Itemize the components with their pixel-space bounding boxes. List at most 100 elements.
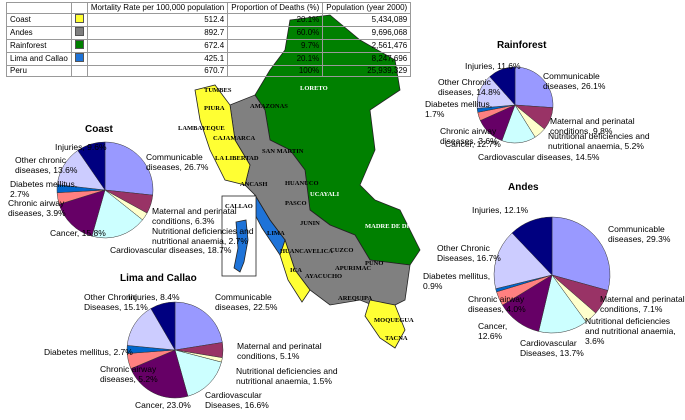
header-cell: Mortality Rate per 100,000 population bbox=[86, 2, 229, 14]
region-label: UCAYALI bbox=[310, 191, 340, 198]
pie-slice bbox=[174, 301, 223, 351]
region-label: PUNO bbox=[365, 260, 383, 267]
region-label: PASCO bbox=[285, 200, 307, 207]
table-cell: 100% bbox=[227, 65, 324, 77]
region-label: LA LIBERTAD bbox=[215, 155, 259, 162]
coast-south-region bbox=[364, 299, 406, 349]
slice-label: Injuries, 12.1% bbox=[472, 205, 529, 215]
summary-table: Mortality Rate per 100,000 population Pr… bbox=[6, 2, 412, 77]
slice-label: Diabetes mellitus, 2.7% bbox=[44, 347, 133, 357]
pie-title: Rainforest bbox=[497, 40, 547, 51]
header-cell: Proportion of Deaths (%) bbox=[227, 2, 324, 14]
header-cell bbox=[70, 2, 88, 14]
table-cell: Peru bbox=[6, 65, 72, 77]
table-cell: 9.7% bbox=[227, 39, 324, 53]
pie-title: Lima and Callao bbox=[120, 273, 197, 284]
region-label: ICA bbox=[290, 267, 302, 274]
region-label: LAMBAYEQUE bbox=[178, 125, 225, 132]
region-label: ANCASH bbox=[240, 181, 267, 188]
pie-slice bbox=[150, 301, 176, 351]
slice-label: Injuries, 9.6% bbox=[55, 142, 107, 152]
region-label: TUMBES bbox=[204, 87, 232, 94]
swatch-cell bbox=[70, 65, 88, 77]
slice-label: Injuries, 11.6% bbox=[465, 61, 521, 71]
slice-label: Nutritional deficiencies and nutritional… bbox=[152, 226, 254, 246]
pie-slice bbox=[493, 232, 553, 290]
slice-label: Cancer, 15.8% bbox=[50, 228, 106, 238]
pie-slice bbox=[489, 66, 516, 106]
region-label: LORETO bbox=[300, 85, 328, 92]
slice-label: Diabetes mellitus, 0.9% bbox=[423, 271, 491, 291]
header-cell bbox=[6, 2, 72, 14]
pie-slice bbox=[91, 189, 143, 239]
slice-label: Maternal and perinatal conditions, 9.8% bbox=[550, 116, 635, 136]
slice-label: Communicable diseases, 26.1% bbox=[543, 71, 606, 91]
table-cell: 9,696,068 bbox=[322, 26, 412, 40]
region-label: CALLAO bbox=[225, 203, 253, 210]
table-cell: 8,247,696 bbox=[322, 52, 412, 66]
region-label: AMAZONAS bbox=[250, 103, 288, 110]
pie-slice bbox=[104, 141, 154, 196]
table-cell: 25,939,329 bbox=[322, 65, 412, 77]
region-label: CAJAMARCA bbox=[213, 135, 256, 142]
swatch bbox=[74, 40, 84, 49]
region-label: AREQUIPA bbox=[338, 295, 372, 302]
region-label: TACNA bbox=[385, 335, 408, 342]
region-label: PIURA bbox=[204, 105, 225, 112]
slice-label: Other Chronic Diseases, 16.7% bbox=[437, 243, 501, 263]
pie-slice bbox=[511, 216, 553, 276]
table-cell: 892.7 bbox=[86, 26, 229, 40]
slice-label: Nutritional deficiencies and nutritional… bbox=[548, 131, 650, 151]
slice-label: Other chronic diseases, 13.6% bbox=[15, 155, 78, 175]
slice-label: Injuries, 8.4% bbox=[128, 292, 180, 302]
slice-label: Diabetes mellitus, 1.7% bbox=[425, 99, 493, 119]
pie-title: Coast bbox=[85, 124, 113, 135]
slice-label: Cardiovascular diseases, 14.5% bbox=[478, 152, 600, 162]
pie-slice bbox=[130, 349, 189, 399]
slice-label: Other Chronic Diseases, 15.1% bbox=[84, 292, 148, 312]
coast-north-region bbox=[194, 84, 251, 186]
table-cell: 5,434,089 bbox=[322, 13, 412, 27]
swatch-cell bbox=[70, 52, 88, 66]
slice-label: Chronic airway diseases, 4.0% bbox=[468, 294, 526, 314]
slice-label: Communicable diseases, 26.7% bbox=[146, 152, 209, 172]
region-label: AYACUCHO bbox=[305, 273, 342, 280]
slice-label: Cancer, 12.7% bbox=[445, 139, 501, 149]
slice-label: Nutritional deficiencies and nutritional… bbox=[585, 316, 676, 346]
region-label: LIMA bbox=[267, 230, 285, 237]
pie-slice bbox=[174, 349, 222, 397]
region-label: HUANCAVELICA bbox=[280, 248, 333, 255]
table-cell: 20.1% bbox=[227, 52, 324, 66]
slice-label: Cancer, 12.6% bbox=[478, 321, 508, 341]
slice-label: Chronic airway diseases, 3.9% bbox=[8, 198, 66, 218]
region-label: MADRE DE DIOS bbox=[365, 223, 418, 230]
table-cell: 20.1% bbox=[227, 13, 324, 27]
swatch-cell bbox=[70, 39, 88, 53]
pie-slice bbox=[77, 141, 106, 191]
swatch-cell bbox=[70, 26, 88, 40]
header-cell: Population (year 2000) bbox=[322, 2, 412, 14]
table-cell: 672.4 bbox=[86, 39, 229, 53]
slice-label: Chronic airway diseases, 3.6% bbox=[440, 126, 498, 146]
slice-label: Diabetes mellitus, 2.7% bbox=[10, 179, 78, 199]
table-cell: Coast bbox=[6, 13, 72, 27]
slice-label: Cardiovascular Diseases, 16.6% bbox=[205, 390, 269, 410]
table-cell: 2,561,476 bbox=[322, 39, 412, 53]
pie-slice bbox=[514, 66, 554, 108]
slice-label: Maternal and perinatal conditions, 5.1% bbox=[237, 341, 322, 361]
swatch bbox=[74, 27, 84, 36]
table-cell: Rainforest bbox=[6, 39, 72, 53]
table-cell: 670.7 bbox=[86, 65, 229, 77]
table-cell: 512.4 bbox=[86, 13, 229, 27]
slice-label: Maternal and perinatal conditions, 7.1% bbox=[600, 294, 685, 314]
region-label: SAN MARTIN bbox=[262, 148, 304, 155]
region-label: CUZCO bbox=[330, 247, 353, 254]
slice-label: Chronic airway diseases, 5.2% bbox=[100, 364, 158, 384]
region-label: MOQUEGUA bbox=[374, 317, 414, 324]
slice-label: Cardiovascular Diseases, 13.7% bbox=[520, 338, 584, 358]
region-label: JUNIN bbox=[300, 220, 320, 227]
table-cell: 60.0% bbox=[227, 26, 324, 40]
